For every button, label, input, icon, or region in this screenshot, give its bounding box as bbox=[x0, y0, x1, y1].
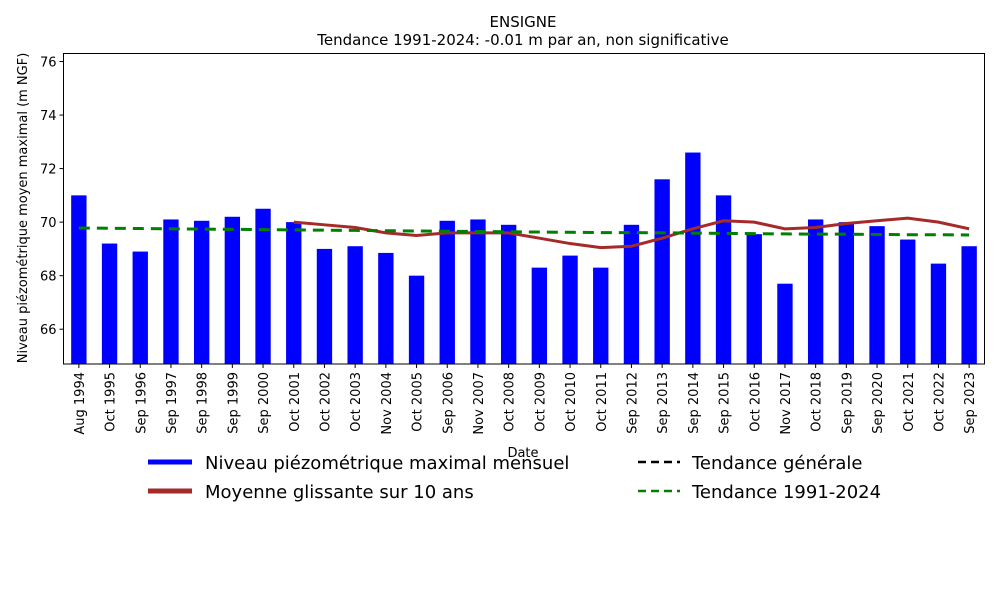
trend-1991-2024-line bbox=[78, 226, 970, 237]
x-tick-label: Oct 2001 bbox=[288, 372, 303, 432]
x-tick-label: Oct 2010 bbox=[564, 372, 579, 432]
plot-area-frame bbox=[63, 53, 985, 365]
x-tick-label: Oct 2022 bbox=[932, 372, 947, 432]
bar bbox=[623, 224, 640, 364]
bar bbox=[163, 219, 179, 364]
legend-label-general-trend: Tendance générale bbox=[691, 453, 862, 474]
moving-average-line bbox=[293, 216, 970, 250]
y-axis: 66 68 70 72 74 76 bbox=[40, 56, 64, 338]
lines-group bbox=[78, 216, 970, 250]
y-tick-label: 72 bbox=[40, 163, 57, 178]
y-tick-label: 70 bbox=[40, 216, 57, 231]
bar bbox=[408, 275, 425, 364]
x-axis: Aug 1994 Oct 1995 Sep 1996 Sep 1997 Sep 1998… bbox=[73, 364, 978, 435]
bar bbox=[439, 220, 455, 364]
bar bbox=[900, 239, 916, 364]
x-tick-label: Oct 2009 bbox=[533, 372, 548, 432]
x-tick-label: Oct 2002 bbox=[318, 372, 333, 432]
bar bbox=[777, 283, 793, 364]
y-tick-label: 68 bbox=[40, 270, 57, 285]
y-axis-label: Niveau piézométrique moyen maximal (m NG… bbox=[16, 53, 31, 364]
bar bbox=[224, 216, 241, 364]
x-tick-label: Nov 2004 bbox=[380, 372, 395, 435]
bar bbox=[746, 234, 762, 364]
chart-subtitle: Tendance 1991-2024: -0.01 m par an, non … bbox=[316, 31, 728, 49]
bar bbox=[255, 208, 271, 364]
x-tick-label: Sep 2013 bbox=[656, 372, 671, 434]
x-tick-label: Oct 2018 bbox=[810, 372, 825, 432]
bar bbox=[193, 220, 210, 364]
x-tick-label: Sep 2014 bbox=[687, 372, 702, 434]
bar bbox=[654, 179, 670, 364]
x-tick-label: Oct 2021 bbox=[902, 372, 917, 432]
x-tick-label: Oct 2003 bbox=[349, 372, 364, 432]
x-tick-label: Oct 2008 bbox=[503, 372, 518, 432]
bar bbox=[869, 226, 885, 364]
chart-title: ENSIGNE bbox=[490, 13, 557, 31]
bar bbox=[807, 219, 824, 364]
x-tick-label: Sep 1999 bbox=[226, 372, 241, 434]
y-tick-label: 76 bbox=[40, 56, 57, 71]
bar bbox=[593, 267, 609, 364]
bar bbox=[347, 246, 363, 364]
y-tick-label: 66 bbox=[40, 323, 57, 338]
bar bbox=[930, 263, 947, 364]
x-tick-label: Sep 2012 bbox=[625, 372, 640, 434]
legend-label-bars: Niveau piézométrique maximal mensuel bbox=[205, 453, 569, 474]
x-tick-label: Sep 1997 bbox=[165, 372, 180, 434]
x-tick-label: Sep 2015 bbox=[718, 372, 733, 434]
x-tick-label: Oct 2016 bbox=[748, 372, 763, 432]
bar bbox=[316, 248, 333, 364]
legend: Niveau piézométrique maximal mensuel Moy… bbox=[148, 453, 881, 503]
x-tick-label: Oct 2011 bbox=[595, 372, 610, 432]
x-tick-label: Sep 2019 bbox=[840, 372, 855, 434]
x-axis-label: Date bbox=[507, 446, 538, 461]
legend-label-trend-1991-2024: Tendance 1991-2024 bbox=[691, 482, 881, 503]
x-tick-label: Sep 2006 bbox=[441, 372, 456, 434]
bar bbox=[838, 222, 855, 364]
bar bbox=[685, 152, 701, 364]
x-tick-label: Sep 1996 bbox=[134, 372, 149, 434]
bar bbox=[500, 224, 517, 364]
bar bbox=[378, 252, 394, 364]
bar bbox=[101, 243, 118, 364]
x-tick-label: Oct 1995 bbox=[104, 372, 119, 432]
x-tick-label: Sep 2000 bbox=[257, 372, 272, 434]
x-tick-label: Nov 2007 bbox=[472, 372, 487, 435]
bar bbox=[132, 251, 148, 364]
bar bbox=[562, 255, 578, 364]
x-tick-label: Sep 1998 bbox=[196, 372, 211, 434]
y-tick-label: 74 bbox=[40, 109, 57, 124]
bar bbox=[715, 195, 732, 364]
bar bbox=[286, 222, 302, 364]
x-tick-label: Sep 2020 bbox=[871, 372, 886, 434]
x-tick-label: Aug 1994 bbox=[73, 372, 88, 435]
bar bbox=[961, 246, 977, 364]
x-tick-label: Oct 2005 bbox=[411, 372, 426, 432]
x-tick-label: Nov 2017 bbox=[779, 372, 794, 435]
bar bbox=[71, 195, 87, 364]
bar bbox=[470, 219, 486, 364]
bar bbox=[531, 267, 548, 364]
x-tick-label: Sep 2023 bbox=[963, 372, 978, 434]
legend-label-moving-average: Moyenne glissante sur 10 ans bbox=[205, 482, 474, 503]
bars-group bbox=[71, 152, 977, 364]
